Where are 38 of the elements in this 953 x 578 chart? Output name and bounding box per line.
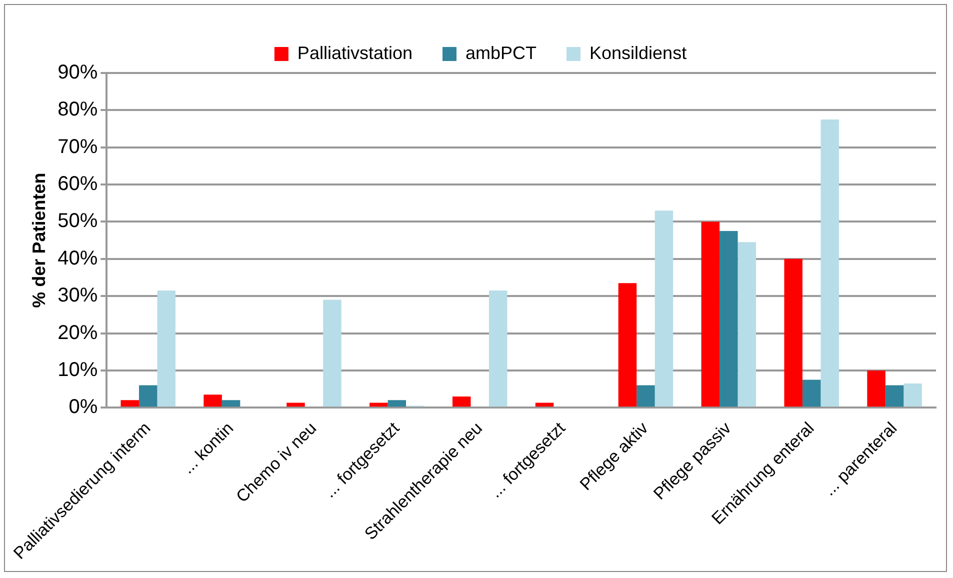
- y-tick-label: 90%: [58, 62, 98, 84]
- bar: [654, 210, 674, 407]
- bar: [820, 119, 839, 407]
- bar: [885, 385, 904, 407]
- bar: [701, 222, 720, 407]
- y-tick-label: 30%: [58, 284, 98, 307]
- bar: [802, 380, 821, 407]
- legend-label: Palliativstation: [297, 42, 412, 63]
- bar: [452, 396, 471, 407]
- legend-label: ambPCT: [465, 42, 537, 63]
- bar: [138, 385, 158, 407]
- y-tick-label: 60%: [58, 173, 98, 196]
- bar: [370, 402, 388, 407]
- y-axis-title: % der Patienten: [28, 172, 49, 308]
- y-tick-label: 20%: [58, 322, 98, 344]
- y-tick-label: 40%: [58, 247, 98, 270]
- y-tick-label: 70%: [58, 136, 98, 158]
- bar: [636, 385, 655, 407]
- bar: [157, 290, 176, 407]
- bar: [204, 394, 222, 407]
- bar: [120, 400, 139, 407]
- bar: [738, 242, 756, 407]
- y-tick-label: 50%: [58, 210, 98, 232]
- bar: [388, 400, 406, 407]
- bar: [720, 231, 738, 407]
- bar: [286, 402, 305, 407]
- y-tick-label: 0%: [68, 396, 98, 418]
- y-tick-label: 80%: [58, 98, 98, 121]
- bar: [535, 402, 554, 407]
- bar: [323, 300, 342, 407]
- bar: [904, 383, 922, 407]
- bar: [222, 400, 240, 407]
- bar: [488, 290, 508, 407]
- y-tick-label: 10%: [58, 358, 98, 381]
- bar: [867, 370, 886, 407]
- legend-label: Konsildienst: [590, 42, 687, 63]
- bar: [618, 283, 637, 407]
- bar: [784, 258, 802, 407]
